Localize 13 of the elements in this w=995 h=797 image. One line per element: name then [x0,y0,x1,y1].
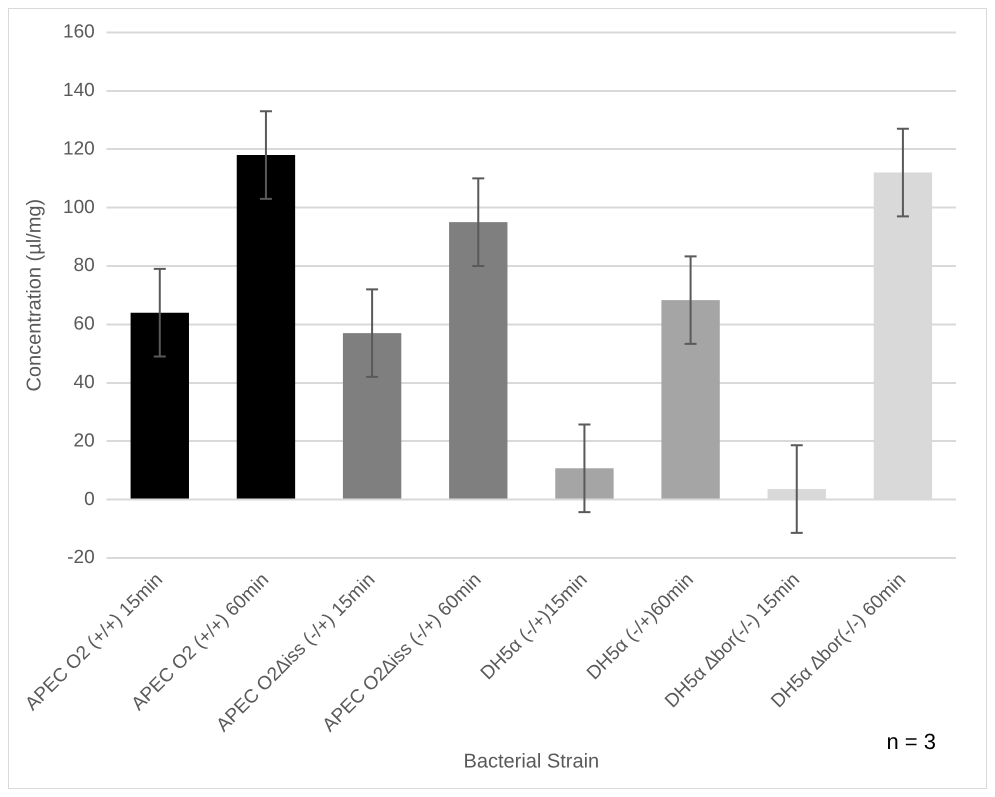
y-tick-label: 100 [63,196,95,218]
y-tick-label: 0 [84,488,95,510]
x-axis-title: Bacterial Strain [464,750,600,773]
text: n = 3 [886,729,936,754]
y-tick-label: 40 [74,372,95,393]
y-tick-label: 20 [74,430,95,452]
y-axis-title: Concentration (µl/mg) [24,198,46,392]
y-tick-label: 140 [63,80,95,102]
y-tick-label: 60 [74,314,95,335]
y-tick-label: 80 [74,255,95,276]
y-tick-label: 160 [63,22,95,43]
y-tick-label: 120 [63,138,95,160]
y-tick-label: -20 [67,547,95,568]
